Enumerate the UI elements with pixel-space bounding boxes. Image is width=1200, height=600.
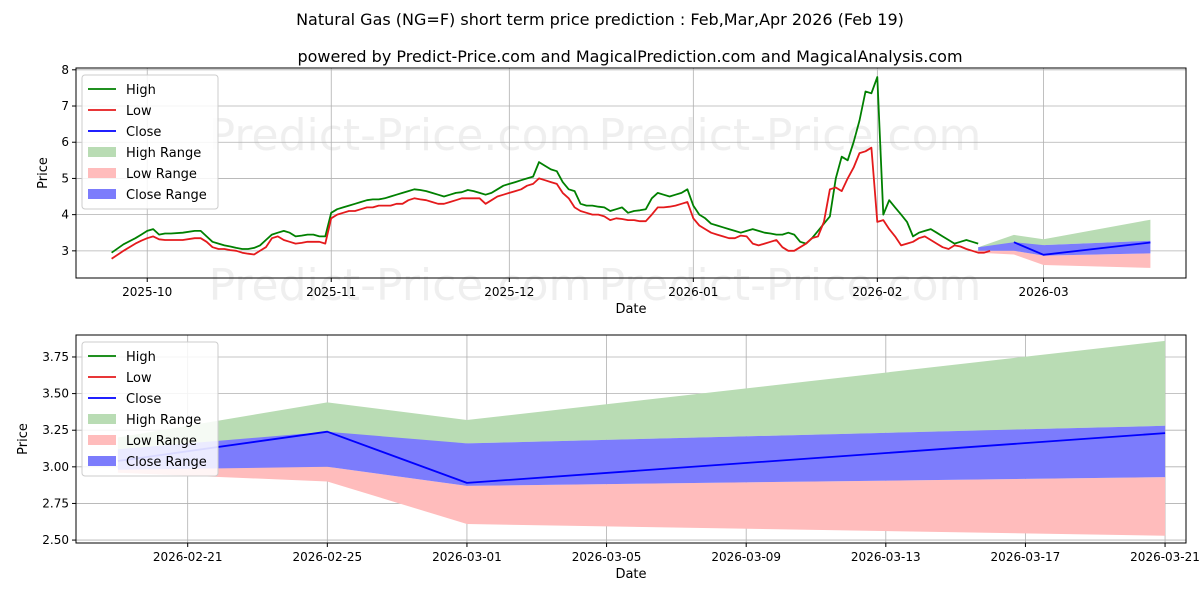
legend-label: Close (126, 392, 161, 407)
y-tick-label: 3.25 (42, 423, 69, 437)
plot-area (117, 340, 1166, 536)
legend: High Low Close High Range Low Range Close Ran… (81, 341, 219, 477)
y-tick-label: 2.75 (42, 496, 69, 510)
y-tick-label: 3.75 (42, 350, 69, 364)
x-tick-label: 2026-03-05 (572, 550, 642, 564)
y-tick-label: 6 (61, 135, 69, 149)
series-line-close (117, 430, 1166, 484)
legend-label: Low Range (126, 167, 197, 182)
x-tick-label: 2026-02 (852, 285, 902, 299)
x-axis-label: Date (615, 567, 646, 582)
legend-label: High (126, 83, 156, 98)
legend-label: Low Range (126, 434, 197, 449)
legend-swatch-high-range (88, 414, 116, 424)
legend-label: High Range (126, 146, 201, 161)
legend-label: Low (126, 104, 152, 119)
plot-area (111, 76, 1151, 268)
watermark-text: Predict-Price.com (599, 260, 982, 311)
x-tick-label: 2026-01 (668, 285, 718, 299)
y-tick-label: 7 (61, 99, 69, 113)
y-tick-label: 3.50 (42, 387, 69, 401)
x-tick-label: 2025-12 (484, 285, 534, 299)
x-tick-label: 2026-02-21 (153, 550, 223, 564)
watermark-text: Predict-Price.com (209, 110, 592, 161)
watermark-text: Predict-Price.com (599, 110, 982, 161)
chart-panel-1: Predict-Price.com Predict-Price.comPredic… (36, 63, 1187, 317)
y-tick-label: 4 (61, 208, 69, 222)
legend-swatch-high-range (88, 147, 116, 157)
plot-frame (75, 67, 1187, 279)
watermark-text: Predict-Price.com (209, 260, 592, 311)
series-line-low (111, 146, 991, 260)
y-tick-label: 3.00 (42, 460, 69, 474)
legend-label: Close (126, 125, 161, 140)
legend-label: High (126, 350, 156, 365)
x-tick-label: 2025-10 (122, 285, 172, 299)
x-tick-label: 2025-11 (306, 285, 356, 299)
legend-swatch-low-range (88, 168, 116, 178)
x-tick-label: 2026-03-01 (432, 550, 502, 564)
band-low-range (978, 250, 1151, 268)
chart-subtitle: powered by Predict-Price.com and Magical… (297, 47, 962, 66)
y-tick-label: 8 (61, 63, 69, 77)
band-low-range (117, 466, 1166, 536)
legend-label: Low (126, 371, 152, 386)
legend-label: Close Range (126, 188, 207, 203)
chart-title: Natural Gas (NG=F) short term price pred… (296, 10, 904, 29)
x-tick-label: 2026-03 (1018, 285, 1068, 299)
x-tick-label: 2026-02-25 (292, 550, 362, 564)
legend-label: High Range (126, 413, 201, 428)
y-axis-label: Price (16, 423, 31, 455)
band-close-range (117, 425, 1166, 486)
chart-panel-2: Predict-Price.comPredict-Price.com2026-0… (16, 334, 1200, 582)
y-tick-label: 2.50 (42, 533, 69, 547)
legend-swatch-low-range (88, 435, 116, 445)
x-tick-label: 2026-03-17 (991, 550, 1061, 564)
legend-label: Close Range (126, 455, 207, 470)
y-tick-label: 3 (61, 244, 69, 258)
series-line-close (1013, 241, 1151, 256)
legend-swatch-close-range (88, 189, 116, 199)
x-tick-label: 2026-03-13 (851, 550, 921, 564)
y-tick-label: 5 (61, 171, 69, 185)
legend: High Low Close High Range Low Range Close Ran… (81, 74, 219, 210)
x-tick-label: 2026-03-09 (711, 550, 781, 564)
x-tick-label: 2026-03-21 (1130, 550, 1200, 564)
plot-frame (75, 334, 1187, 544)
series-line-high (111, 76, 979, 254)
x-axis-label: Date (615, 302, 646, 317)
legend-swatch-close-range (88, 456, 116, 466)
band-high-range (117, 340, 1166, 463)
y-axis-label: Price (36, 157, 51, 189)
